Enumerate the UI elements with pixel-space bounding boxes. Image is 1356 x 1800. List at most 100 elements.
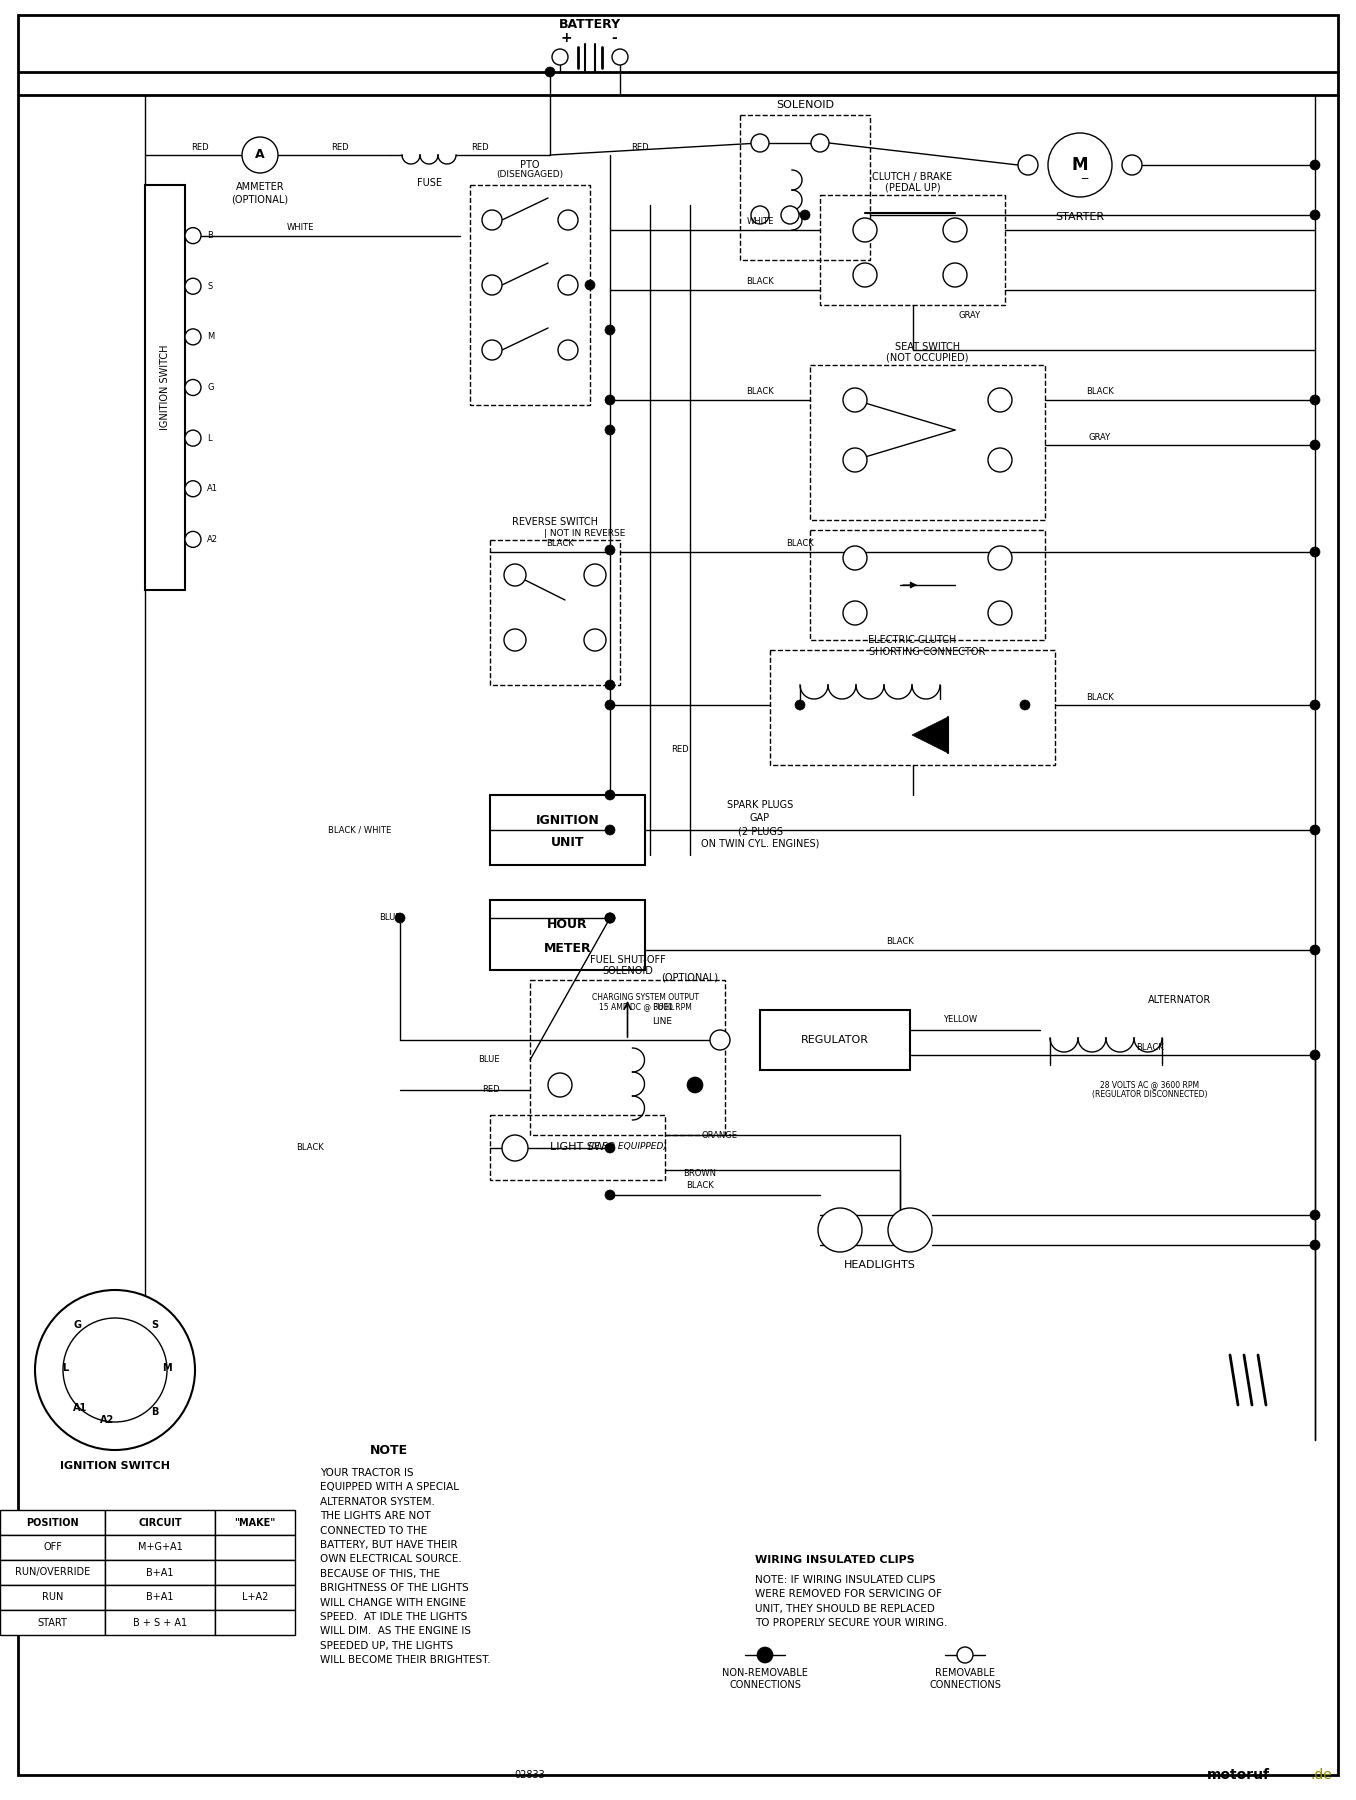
Text: YELLOW: YELLOW [942, 1015, 978, 1024]
Text: CONNECTIONS: CONNECTIONS [730, 1679, 801, 1690]
Text: GAP: GAP [750, 814, 770, 823]
Circle shape [795, 700, 805, 709]
Text: S: S [152, 1319, 159, 1330]
Text: STARTER: STARTER [1055, 212, 1105, 221]
Bar [0, 1535, 104, 1561]
Circle shape [1020, 700, 1031, 709]
Circle shape [584, 281, 595, 290]
Text: M: M [1071, 157, 1089, 175]
Circle shape [942, 218, 967, 241]
Text: G: G [73, 1319, 81, 1330]
Bar [104, 1510, 216, 1535]
Circle shape [552, 49, 568, 65]
Circle shape [605, 1190, 616, 1201]
Text: A2: A2 [100, 1415, 114, 1426]
Circle shape [184, 531, 201, 547]
Bar [104, 1586, 216, 1609]
Circle shape [184, 380, 201, 396]
Bar [104, 1561, 216, 1586]
Text: CIRCUIT: CIRCUIT [138, 1517, 182, 1528]
Text: HOUR: HOUR [548, 918, 587, 932]
Circle shape [605, 326, 616, 335]
Bar [770, 650, 1055, 765]
Circle shape [481, 340, 502, 360]
Circle shape [1048, 133, 1112, 196]
Circle shape [502, 1136, 527, 1161]
Circle shape [184, 430, 201, 446]
Text: RED: RED [671, 745, 689, 754]
Text: ELECTRIC CLUTCH: ELECTRIC CLUTCH [868, 635, 956, 644]
Circle shape [184, 279, 201, 293]
Text: GRAY: GRAY [1089, 432, 1111, 441]
Circle shape [184, 227, 201, 243]
Circle shape [584, 563, 606, 587]
Text: L: L [62, 1363, 68, 1373]
Text: G: G [207, 383, 213, 392]
Text: REMOVABLE: REMOVABLE [936, 1669, 995, 1678]
Bar [216, 1535, 296, 1561]
Text: 02833: 02833 [515, 1769, 545, 1780]
Text: RED: RED [191, 142, 209, 151]
Text: M: M [207, 333, 214, 342]
Text: (REGULATOR DISCONNECTED): (REGULATOR DISCONNECTED) [1092, 1091, 1208, 1100]
Text: BLACK: BLACK [1086, 387, 1113, 396]
Circle shape [942, 263, 967, 286]
Bar [0, 1586, 104, 1609]
Text: BLACK: BLACK [1086, 693, 1113, 702]
Text: RED: RED [483, 1085, 500, 1094]
Circle shape [843, 389, 866, 412]
Circle shape [605, 700, 616, 709]
Text: | NOT IN REVERSE: | NOT IN REVERSE [544, 529, 625, 538]
Text: ON TWIN CYL. ENGINES): ON TWIN CYL. ENGINES) [701, 839, 819, 850]
Text: B + S + A1: B + S + A1 [133, 1618, 187, 1627]
Bar [490, 540, 620, 686]
Circle shape [395, 913, 405, 923]
Text: BLACK: BLACK [546, 540, 574, 549]
Text: START: START [38, 1618, 68, 1627]
Circle shape [62, 1318, 167, 1422]
Bar [740, 115, 871, 259]
Circle shape [757, 1647, 773, 1663]
Bar [471, 185, 590, 405]
Text: SOLENOID: SOLENOID [602, 967, 654, 976]
Circle shape [888, 1208, 932, 1253]
Circle shape [504, 628, 526, 652]
Circle shape [559, 211, 578, 230]
Text: B+A1: B+A1 [146, 1568, 174, 1577]
Bar [216, 1510, 296, 1535]
Text: 15 AMP DC @ 3600 RPM: 15 AMP DC @ 3600 RPM [598, 1003, 692, 1012]
Circle shape [584, 628, 606, 652]
Bar [490, 796, 645, 866]
Circle shape [1121, 155, 1142, 175]
Text: 28 VOLTS AC @ 3600 RPM: 28 VOLTS AC @ 3600 RPM [1101, 1080, 1200, 1089]
Text: GRAY: GRAY [959, 310, 980, 320]
Circle shape [548, 1073, 572, 1096]
Text: NOTE: NOTE [370, 1444, 408, 1456]
Text: A: A [255, 149, 264, 162]
Circle shape [605, 913, 616, 923]
Text: LIGHT SW: LIGHT SW [551, 1143, 605, 1152]
Text: BLACK: BLACK [746, 387, 774, 396]
Text: motoruf: motoruf [1207, 1768, 1271, 1782]
Circle shape [612, 49, 628, 65]
Circle shape [1310, 945, 1319, 956]
Text: SPARK PLUGS: SPARK PLUGS [727, 799, 793, 810]
Circle shape [811, 133, 829, 151]
Circle shape [1310, 1210, 1319, 1220]
Circle shape [989, 545, 1012, 571]
Bar [75, 1388, 160, 1399]
Text: WIRING INSULATED CLIPS: WIRING INSULATED CLIPS [755, 1555, 915, 1564]
Text: SEAT SWITCH: SEAT SWITCH [895, 342, 960, 353]
Bar [490, 900, 645, 970]
Circle shape [605, 790, 616, 799]
Text: IGNITION SWITCH: IGNITION SWITCH [60, 1462, 170, 1471]
Circle shape [1310, 439, 1319, 450]
Text: BLACK: BLACK [1136, 1042, 1163, 1051]
Text: B+A1: B+A1 [146, 1593, 174, 1602]
Circle shape [1310, 700, 1319, 709]
Circle shape [989, 448, 1012, 472]
Bar [820, 194, 1005, 304]
Circle shape [843, 601, 866, 625]
Circle shape [1310, 1049, 1319, 1060]
Text: ALTERNATOR: ALTERNATOR [1149, 995, 1212, 1004]
